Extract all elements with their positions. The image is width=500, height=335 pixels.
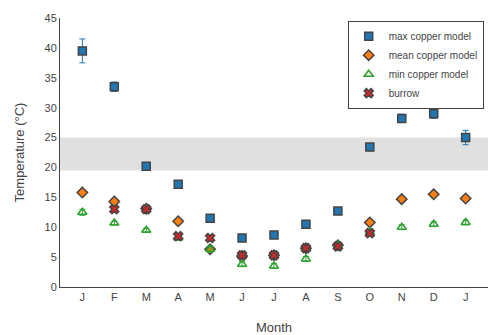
svg-text:Month: Month bbox=[256, 320, 292, 335]
svg-text:30: 30 bbox=[45, 102, 57, 114]
svg-text:O: O bbox=[366, 291, 375, 303]
svg-text:J: J bbox=[80, 291, 86, 303]
svg-text:max copper model: max copper model bbox=[389, 31, 471, 42]
svg-text:J: J bbox=[271, 291, 277, 303]
svg-text:min copper model: min copper model bbox=[389, 69, 468, 80]
svg-text:5: 5 bbox=[51, 251, 57, 263]
svg-text:M: M bbox=[142, 291, 151, 303]
svg-text:mean copper model: mean copper model bbox=[389, 50, 477, 61]
svg-text:D: D bbox=[430, 291, 438, 303]
svg-text:burrow: burrow bbox=[389, 88, 420, 99]
svg-text:45: 45 bbox=[45, 12, 57, 24]
svg-text:Temperature (°C): Temperature (°C) bbox=[12, 103, 27, 203]
svg-text:N: N bbox=[398, 291, 406, 303]
svg-text:35: 35 bbox=[45, 72, 57, 84]
svg-text:10: 10 bbox=[45, 221, 57, 233]
svg-text:0: 0 bbox=[51, 281, 57, 293]
svg-text:20: 20 bbox=[45, 161, 57, 173]
svg-text:J: J bbox=[239, 291, 245, 303]
svg-text:M: M bbox=[206, 291, 215, 303]
svg-text:A: A bbox=[302, 291, 310, 303]
svg-text:25: 25 bbox=[45, 131, 57, 143]
svg-text:40: 40 bbox=[45, 42, 57, 54]
svg-text:F: F bbox=[111, 291, 118, 303]
svg-text:S: S bbox=[334, 291, 341, 303]
svg-text:15: 15 bbox=[45, 191, 57, 203]
svg-text:J: J bbox=[463, 291, 469, 303]
svg-text:A: A bbox=[175, 291, 183, 303]
